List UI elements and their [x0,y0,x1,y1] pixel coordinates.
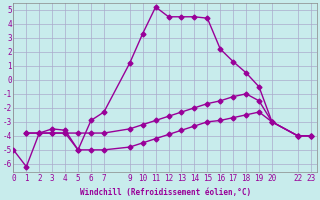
X-axis label: Windchill (Refroidissement éolien,°C): Windchill (Refroidissement éolien,°C) [80,188,251,197]
